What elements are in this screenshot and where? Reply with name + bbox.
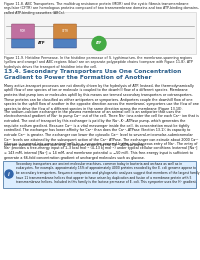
Text: Secondary transporters are ancient molecular machines, common today in bacteria : Secondary transporters are ancient molec…	[16, 161, 200, 185]
Text: Many active-transport processes are not directly driven by the hydrolysis of ATP: Many active-transport processes are not …	[4, 83, 199, 111]
Text: CFTR: CFTR	[62, 29, 68, 34]
Text: Glucose is pumped into some animal cells by a symporter powered by the simultane: Glucose is pumped into some animal cells…	[4, 141, 198, 160]
Bar	[4, 11, 196, 54]
FancyBboxPatch shape	[12, 24, 35, 39]
FancyBboxPatch shape	[3, 160, 196, 187]
Text: The sodium–calcium exchanger in the plasma membrane of an animal cell is an anti: The sodium–calcium exchanger in the plas…	[4, 109, 199, 147]
Text: i: i	[8, 172, 10, 177]
FancyBboxPatch shape	[54, 24, 76, 39]
Circle shape	[92, 36, 106, 50]
Text: ATP: ATP	[38, 42, 46, 46]
Text: Figure 11.9. Histidine Permease. In the histidine permease of S. typhimurium, th: Figure 11.9. Histidine Permease. In the …	[4, 55, 193, 69]
FancyBboxPatch shape	[54, 39, 76, 48]
Text: Figure 11.8. ABC Transporters. The multidrug resistance protein (MDR) and the cy: Figure 11.8. ABC Transporters. The multi…	[4, 2, 199, 15]
Text: 13.4. Secondary Transporters Use One Concentration Gradient to Power the Formati: 13.4. Secondary Transporters Use One Con…	[4, 69, 181, 80]
Text: MDR: MDR	[20, 29, 26, 34]
Circle shape	[5, 170, 13, 178]
FancyBboxPatch shape	[12, 39, 35, 48]
Text: ATP: ATP	[96, 42, 102, 46]
